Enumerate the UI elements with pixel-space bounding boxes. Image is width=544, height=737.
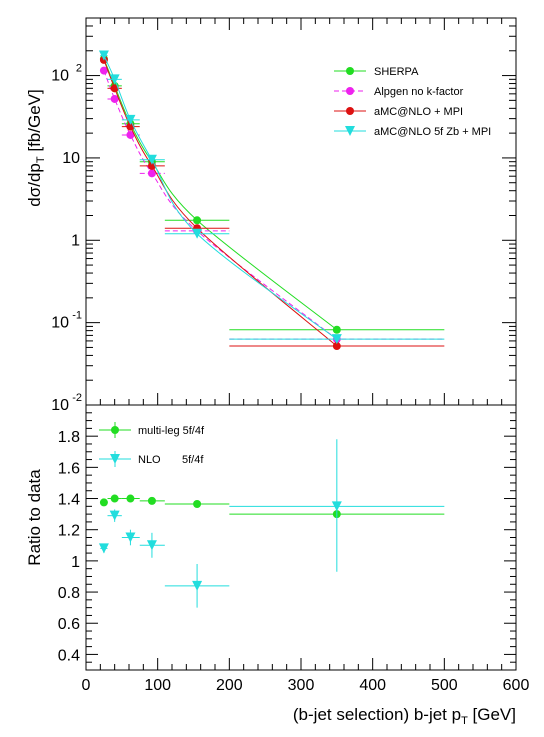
bottom-y-tick-label: 1.6 [58,460,80,477]
legend-item: multi-leg 5f/4f [99,422,205,438]
data-point [110,84,119,93]
x-tick-label: 300 [288,677,315,694]
data-point [110,94,119,103]
legend-label: multi-leg 5f/4f [138,425,205,437]
legend-label: Alpgen no k-factor [374,86,464,98]
data-point [99,66,108,75]
top-y-tick-exp: -1 [72,310,82,322]
top-y-tick-base: 10 [51,68,69,85]
legend-label: aMC@NLO + MPI [374,106,463,118]
data-point [331,334,342,345]
bottom-y-tick-label: 1 [71,554,80,571]
top-y-tick-exp: 2 [76,63,82,75]
top-y-tick-label: 1 [71,232,80,249]
bottom-plot-area [98,439,445,608]
bottom-plot-frame [85,404,517,671]
legend-label: aMC@NLO 5f Zb + MPI [374,126,491,138]
x-tick-label: 400 [359,677,386,694]
data-point [193,216,202,225]
top-y-axis-title: dσ/dpT [fb/GeV] [25,89,47,206]
x-axis-title: (b-jet selection) b-jet pT [GeV] [293,705,516,727]
legend-marker [111,426,119,434]
legend-item: SHERPA [334,66,419,78]
data-point [332,342,341,351]
top-y-tick-exp: -2 [72,392,82,404]
data-point [192,228,203,239]
top-legend: SHERPA Alpgen no k-factor aMC@NLO + MPI aMC… [334,66,491,138]
legend-item: Alpgen no k-factor [334,86,464,98]
bottom-y-tick-label: 0.4 [58,647,80,664]
ratio-panel: 0 100 200 300 400 500 600 0.4 0.6 0.8 1 1.2 1.4 1.6 1.… [25,404,530,727]
bottom-y-tick-label: 1.8 [58,429,80,446]
series-curve [103,70,338,340]
legend-item: aMC@NLO 5f Zb + MPI [334,126,491,138]
top-y-tick-label: 10 -1 [51,310,82,332]
data-point [125,532,136,543]
x-tick-label: 100 [144,677,171,694]
data-point [332,325,341,334]
legend-item: NLO 5f/4f [99,451,204,467]
data-point [125,114,136,125]
data-point [126,494,135,503]
top-y-tick-base: 1 [71,232,80,249]
data-point [147,496,156,505]
legend-marker [346,107,354,115]
bottom-legend: multi-leg 5f/4f NLO 5f/4f [99,422,205,467]
top-y-tick-base: 10 [51,315,69,332]
data-point [109,510,120,521]
bottom-y-tick-label: 0.6 [58,616,80,633]
top-y-tick-label: 10 -2 [51,392,82,414]
top-plot-frame [85,17,517,406]
top-y-tick-label: 10 [62,150,80,167]
data-point [192,580,203,591]
top-y-tick-base: 10 [62,150,80,167]
bottom-y-axis-title: Ratio to data [25,469,44,566]
data-point [126,130,135,139]
data-point [99,498,108,507]
bottom-y-tick-label: 0.8 [58,585,80,602]
series-3 [98,50,445,345]
bottom-y-tick-label: 1.4 [58,492,80,509]
series-curve [103,55,338,340]
x-tick-label: 600 [503,677,530,694]
series-curve [103,58,338,331]
data-point [110,494,119,503]
top-y-tick-base: 10 [51,397,69,414]
legend-label: NLO 5f/4f [138,454,204,466]
top-plot-area [98,50,445,351]
data-point [331,501,342,512]
legend-marker [346,67,354,75]
x-tick-label: 500 [431,677,458,694]
legend-marker [345,126,355,136]
data-point [98,543,109,554]
x-tick-label: 0 [82,677,91,694]
legend-label: SHERPA [374,66,419,78]
x-tick-label: 200 [216,677,243,694]
data-point [98,50,109,61]
legend-marker [346,87,354,95]
ratio-series-1 [98,439,445,608]
data-point [146,154,157,165]
legend-item: aMC@NLO + MPI [334,106,463,118]
series-2 [99,55,445,351]
data-point [147,169,156,178]
top-y-tick-label: 10 2 [51,63,82,85]
bottom-y-tick-label: 1.2 [58,523,80,540]
data-point [193,499,202,508]
data-point [109,74,120,85]
legend-marker [110,454,120,464]
data-point [146,540,157,551]
